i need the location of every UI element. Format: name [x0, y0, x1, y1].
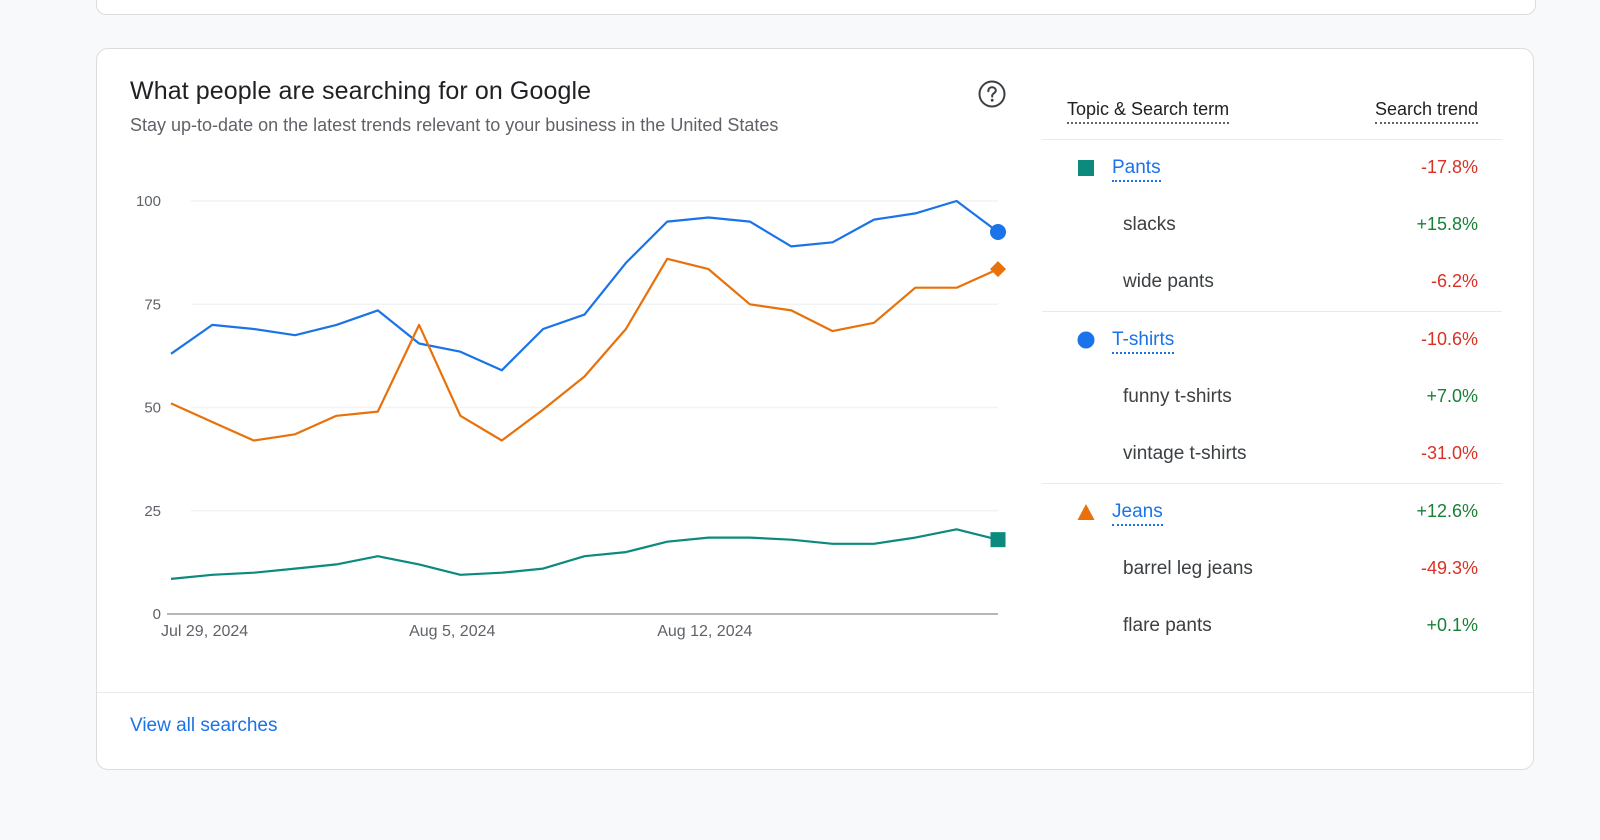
y-tick-label: 50: [144, 400, 161, 417]
series-line-tshirts: [170, 199, 999, 372]
y-tick-label: 100: [136, 193, 161, 210]
triangle-marker-icon: [1077, 504, 1095, 520]
card-subtitle: Stay up-to-date on the latest trends rel…: [130, 115, 779, 135]
series-line-pants: [170, 528, 999, 580]
search-term-row: vintage t-shirts -31.0%: [1042, 426, 1502, 483]
topic-link-pants[interactable]: Pants: [1112, 157, 1161, 182]
topic-row: Jeans +12.6%: [1042, 484, 1502, 541]
search-term-trend-value: -31.0%: [1420, 443, 1478, 463]
end-point-pants: [990, 532, 1006, 548]
trends-table-header: Topic & Search term Search trend: [1042, 97, 1502, 140]
search-term-row: barrel leg jeans -49.3%: [1042, 541, 1502, 598]
topic-group-tshirts: T-shirts -10.6% funny t-shirts +7.0% vin…: [1042, 312, 1502, 484]
x-tick-label: Jul 29, 2024: [161, 623, 248, 640]
header-topic-search-term: Topic & Search term: [1067, 99, 1230, 124]
search-term-trend-value: -6.2%: [1430, 271, 1478, 291]
search-term-trend-value: -49.3%: [1420, 558, 1478, 578]
topic-trend-value: +12.6%: [1416, 501, 1478, 521]
search-term-label: vintage t-shirts: [1123, 443, 1247, 464]
previous-card: [96, 0, 1536, 15]
view-all-searches-link[interactable]: View all searches: [130, 715, 278, 736]
x-tick-label: Aug 5, 2024: [409, 623, 495, 640]
trend-line-chart: 0 25 50 75 100 Jul 29, 2024 Aug 5, 2024 Aug 12,…: [136, 193, 1006, 640]
search-term-row: slacks +15.8%: [1042, 197, 1502, 254]
trends-table: Topic & Search term Search trend Pants -…: [1042, 97, 1502, 655]
search-term-label: flare pants: [1123, 615, 1212, 636]
topic-row: T-shirts -10.6%: [1042, 312, 1502, 369]
search-term-trend-value: +0.1%: [1426, 615, 1478, 635]
topic-group-pants: Pants -17.8% slacks +15.8% wide pants -6…: [1042, 140, 1502, 312]
search-term-row: wide pants -6.2%: [1042, 254, 1502, 311]
search-term-label: slacks: [1123, 214, 1176, 235]
series-line-jeans: [170, 257, 999, 442]
circle-marker-icon: [1077, 331, 1095, 349]
search-term-label: barrel leg jeans: [1123, 558, 1253, 579]
footer-divider: [97, 692, 1533, 693]
y-tick-label: 25: [144, 503, 161, 520]
search-term-row: funny t-shirts +7.0%: [1042, 369, 1502, 426]
topic-group-jeans: Jeans +12.6% barrel leg jeans -49.3% fla…: [1042, 484, 1502, 655]
y-tick-label: 0: [153, 606, 161, 623]
search-term-label: funny t-shirts: [1123, 386, 1232, 407]
topic-trend-value: -17.8%: [1420, 157, 1478, 177]
search-term-row: flare pants +0.1%: [1042, 598, 1502, 655]
topic-link-jeans[interactable]: Jeans: [1112, 501, 1163, 526]
topic-row: Pants -17.8%: [1042, 140, 1502, 197]
topic-link-tshirts[interactable]: T-shirts: [1112, 329, 1175, 354]
search-term-trend-value: +7.0%: [1426, 386, 1478, 406]
y-tick-label: 75: [144, 296, 161, 313]
header-search-trend: Search trend: [1374, 99, 1478, 124]
card-title: What people are searching for on Google: [130, 77, 592, 105]
topic-trend-value: -10.6%: [1420, 329, 1478, 349]
end-point-tshirts: [990, 223, 1006, 240]
search-term-label: wide pants: [1123, 271, 1214, 292]
search-trends-card: What people are searching for on Google …: [96, 48, 1534, 770]
end-point-jeans: [990, 261, 1006, 278]
x-tick-label: Aug 12, 2024: [657, 623, 752, 640]
square-marker-icon: [1078, 160, 1094, 176]
help-circle-icon[interactable]: [977, 79, 1007, 109]
search-term-trend-value: +15.8%: [1416, 214, 1478, 234]
